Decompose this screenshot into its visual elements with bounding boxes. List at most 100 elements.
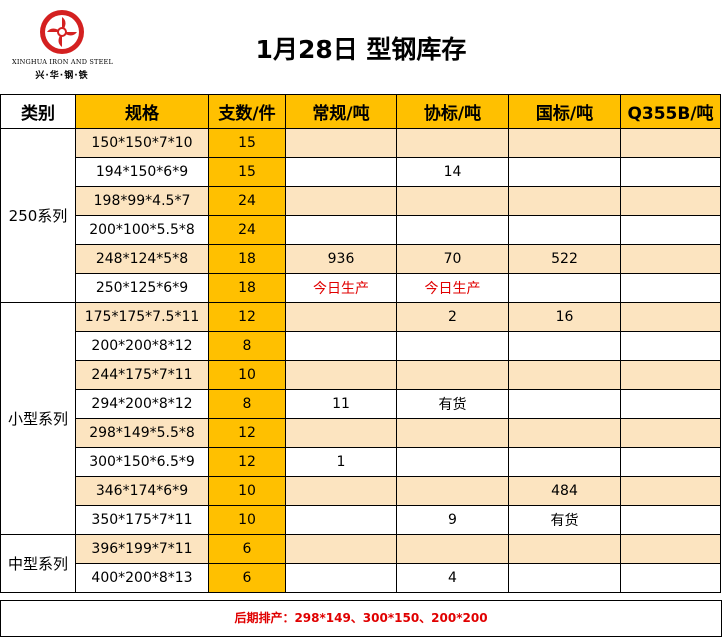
spec-cell: 350*175*7*11 [75,505,209,535]
assoc-standard-cell [396,418,509,448]
national-standard-cell: 522 [508,244,621,274]
table-header-row: 类别 规格 支数/件 常规/吨 协标/吨 国标/吨 Q355B/吨 [0,94,721,129]
header-spec: 规格 [75,94,209,129]
spec-cell: 346*174*6*9 [75,476,209,506]
national-standard-cell [508,157,621,187]
regular-cell: 1 [285,447,397,477]
logo-chinese-text: 兴·华·钢·铁 [35,71,89,81]
assoc-standard-cell [396,186,509,216]
assoc-standard-cell: 14 [396,157,509,187]
table-row: 244*175*7*11 10 [1,360,721,390]
company-logo-icon [40,10,84,54]
table-row: 350*175*7*11 10 9 有货 [1,505,721,535]
pieces-cell: 18 [208,244,286,274]
pieces-cell: 12 [208,447,286,477]
category-cell: 中型系列 [0,534,76,593]
pieces-cell: 6 [208,563,286,593]
production-schedule-note: 后期排产：298*149、300*150、200*200 [0,600,722,637]
pieces-cell: 18 [208,273,286,303]
table-row: 200*100*5.5*8 24 [1,215,721,245]
q355b-cell [620,447,721,477]
national-standard-cell [508,331,621,361]
table-row: 200*200*8*12 8 [1,331,721,361]
q355b-cell [620,505,721,535]
pieces-cell: 6 [208,534,286,564]
national-standard-cell [508,215,621,245]
regular-cell [285,418,397,448]
assoc-standard-cell [396,447,509,477]
q355b-cell [620,360,721,390]
inventory-table: 类别 规格 支数/件 常规/吨 协标/吨 国标/吨 Q355B/吨 250系列 1… [0,94,721,593]
pieces-cell: 12 [208,302,286,332]
q355b-cell [620,157,721,187]
regular-cell: 今日生产 [285,273,397,303]
assoc-standard-cell: 9 [396,505,509,535]
q355b-cell [620,302,721,332]
table-body: 250系列 150*150*7*10 15 194*150*6*9 15 14 198*99… [0,128,721,593]
national-standard-cell: 有货 [508,505,621,535]
spec-cell: 198*99*4.5*7 [75,186,209,216]
table-row: 298*149*5.5*8 12 [1,418,721,448]
spec-cell: 194*150*6*9 [75,157,209,187]
national-standard-cell [508,360,621,390]
assoc-standard-cell [396,360,509,390]
pieces-cell: 12 [208,418,286,448]
q355b-cell [620,215,721,245]
logo-english-text: XINGHUA IRON AND STEEL [12,58,113,66]
national-standard-cell [508,389,621,419]
q355b-cell [620,476,721,506]
pieces-cell: 24 [208,215,286,245]
regular-cell: 11 [285,389,397,419]
regular-cell [285,331,397,361]
category-cell: 小型系列 [0,302,76,535]
spec-cell: 200*200*8*12 [75,331,209,361]
table-row: 250系列 150*150*7*10 15 [0,128,721,303]
pieces-cell: 10 [208,476,286,506]
national-standard-cell [508,186,621,216]
spec-cell: 300*150*6.5*9 [75,447,209,477]
assoc-standard-cell: 2 [396,302,509,332]
table-row: 300*150*6.5*9 12 1 [1,447,721,477]
q355b-cell [620,186,721,216]
regular-cell [285,302,397,332]
table-row: 400*200*8*13 6 4 [1,563,721,593]
pieces-cell: 8 [208,331,286,361]
spec-cell: 250*125*6*9 [75,273,209,303]
national-standard-cell: 484 [508,476,621,506]
national-standard-cell [508,273,621,303]
assoc-standard-cell [396,534,509,564]
table-row: 248*124*5*8 18 936 70 522 [1,244,721,274]
assoc-standard-cell: 有货 [396,389,509,419]
regular-cell [285,128,397,158]
national-standard-cell [508,534,621,564]
assoc-standard-cell [396,331,509,361]
table-row: 198*99*4.5*7 24 [1,186,721,216]
q355b-cell [620,128,721,158]
header-pieces: 支数/件 [208,94,286,129]
pieces-cell: 8 [208,389,286,419]
spec-cell: 400*200*8*13 [75,563,209,593]
header-category: 类别 [0,94,76,129]
q355b-cell [620,273,721,303]
q355b-cell [620,331,721,361]
header-assoc-standard: 协标/吨 [396,94,509,129]
regular-cell [285,157,397,187]
table-row: 294*200*8*12 8 11 有货 [1,389,721,419]
q355b-cell [620,244,721,274]
spec-cell: 244*175*7*11 [75,360,209,390]
spec-cell: 396*199*7*11 [75,534,209,564]
regular-cell [285,476,397,506]
spec-cell: 298*149*5.5*8 [75,418,209,448]
header-national-standard: 国标/吨 [508,94,621,129]
assoc-standard-cell: 4 [396,563,509,593]
page-title: 1月28日 型钢库存 [255,35,467,64]
table-row: 中型系列 396*199*7*11 6 [0,534,721,593]
spec-cell: 248*124*5*8 [75,244,209,274]
regular-cell [285,215,397,245]
assoc-standard-cell [396,476,509,506]
regular-cell [285,186,397,216]
assoc-standard-cell [396,128,509,158]
pieces-cell: 10 [208,360,286,390]
page-header: XINGHUA IRON AND STEEL 兴·华·钢·铁 1月28日 型钢库… [0,0,722,94]
regular-cell [285,534,397,564]
